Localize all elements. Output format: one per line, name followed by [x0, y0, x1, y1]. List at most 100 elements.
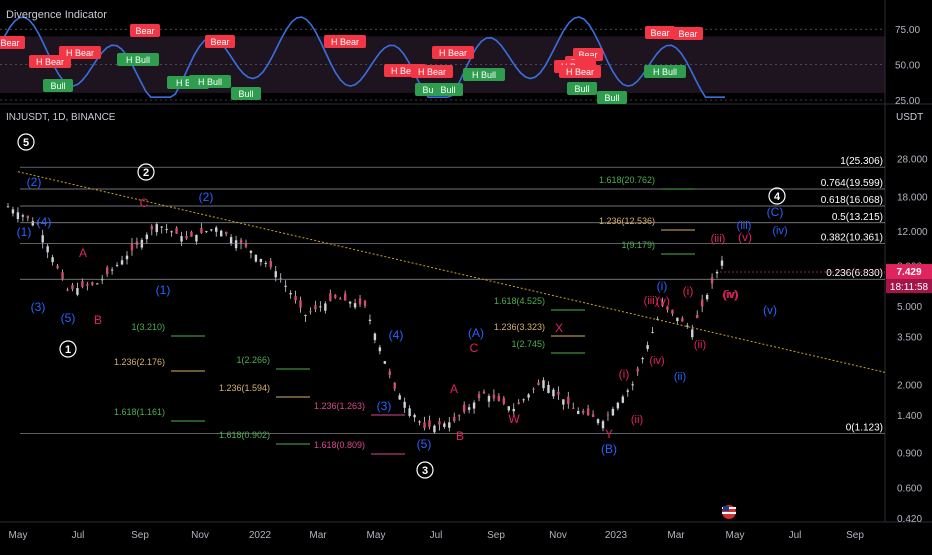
- bear-signal-badge: [673, 27, 703, 40]
- time-axis-tick: May: [9, 530, 28, 541]
- time-axis-tick: May: [726, 530, 745, 541]
- wave-label-blue: (1): [156, 283, 171, 297]
- signal-label: Bear: [578, 50, 597, 60]
- price-candle: [254, 254, 258, 262]
- price-candle: [329, 293, 332, 301]
- signal-label: H Bull: [198, 77, 222, 87]
- price-candle: [195, 234, 198, 242]
- price-candle: [562, 399, 565, 405]
- price-candle: [71, 285, 74, 290]
- fib-level-label: 0(1.123): [846, 423, 883, 434]
- price-candle: [621, 396, 625, 403]
- price-candle: [150, 225, 153, 230]
- price-candle: [438, 421, 441, 425]
- price-candle: [418, 421, 421, 423]
- indicator-axis-tick: 75.00: [895, 25, 920, 36]
- signal-label: H Bull: [653, 67, 677, 77]
- price-candle: [289, 293, 292, 295]
- bull-signal-badge: [231, 87, 261, 100]
- price-candle: [577, 410, 580, 414]
- price-candle: [249, 250, 253, 253]
- price-candle: [596, 419, 600, 424]
- price-candle: [175, 227, 178, 234]
- price-candle: [200, 228, 203, 233]
- bull-signal-badge: [597, 91, 627, 104]
- price-candle: [343, 293, 347, 301]
- wave-label-red: C: [140, 196, 149, 210]
- price-candle: [467, 407, 471, 410]
- price-candle: [165, 228, 168, 230]
- price-candle: [661, 301, 664, 306]
- price-candle: [46, 246, 49, 253]
- price-candle: [86, 284, 89, 286]
- signal-label: Bear: [135, 26, 154, 36]
- price-candle: [512, 408, 515, 412]
- price-candle: [274, 271, 277, 278]
- signal-label: Bull: [50, 81, 65, 91]
- wave-label-major: 2: [143, 167, 149, 179]
- wave-label-red: (v): [656, 294, 670, 308]
- signal-label: H Bear: [331, 37, 359, 47]
- price-candle: [408, 408, 411, 416]
- signal-label: Bull: [238, 89, 253, 99]
- signal-label: H Bear: [66, 48, 94, 58]
- bull-signal-badge: [644, 65, 686, 78]
- price-candle: [155, 224, 158, 233]
- price-axis-tick: 1.400: [897, 411, 922, 422]
- signal-label: H Bull: [472, 70, 496, 80]
- price-candle: [705, 294, 709, 300]
- price-candle: [130, 243, 134, 251]
- wave-label-blue: (3): [31, 300, 46, 314]
- countdown-badge: [886, 279, 932, 294]
- time-axis-tick: Jul: [430, 530, 443, 541]
- price-candle: [339, 298, 342, 300]
- price-candle: [636, 368, 639, 372]
- signal-label: Bull: [422, 85, 437, 95]
- fib-projection-label: 1.618(0.809): [314, 440, 365, 450]
- price-candle: [458, 415, 461, 417]
- indicator-axis-tick: 50.00: [895, 61, 920, 72]
- price-candle: [229, 237, 233, 244]
- bear-signal-badge: [432, 46, 474, 59]
- price-candle: [453, 416, 456, 422]
- price-candle: [11, 209, 15, 214]
- price-candle: [492, 394, 496, 399]
- indicator-axis-tick: 25.00: [895, 96, 920, 107]
- time-axis-tick: Jul: [789, 530, 802, 541]
- bear-signal-badge: [411, 65, 453, 78]
- price-candle: [497, 395, 501, 402]
- wave-label-blue: (iii): [737, 220, 752, 232]
- price-candle: [572, 407, 575, 409]
- price-candle: [319, 306, 322, 308]
- current-price-label: 7.429: [896, 267, 921, 278]
- wave-label-red: X: [555, 321, 563, 335]
- price-candle: [96, 283, 99, 285]
- fib-projection-label: 1.236(1.263): [314, 401, 365, 411]
- price-candle: [6, 206, 10, 208]
- price-candle: [616, 402, 620, 409]
- wave-label-blue: (5): [417, 437, 432, 451]
- wave-label-red: (iv): [723, 289, 738, 301]
- fib-projection-label: 1.618(1.161): [114, 407, 165, 417]
- price-candle: [581, 411, 585, 413]
- wave-label-red: (v): [738, 230, 752, 244]
- wave-label-blue: (5): [61, 311, 76, 325]
- wave-label-blue: (iv): [772, 225, 787, 237]
- current-price-badge: [886, 264, 932, 280]
- wave-circle: [137, 163, 155, 181]
- price-candle: [567, 396, 570, 405]
- price-candle: [472, 402, 476, 409]
- signal-label: H Bear: [418, 67, 446, 77]
- price-axis-tick: 18.000: [897, 192, 928, 203]
- wave-circle: [416, 461, 434, 479]
- signal-label: H Bull: [126, 55, 150, 65]
- price-axis-tick: 0.420: [897, 514, 922, 525]
- time-axis-tick: Nov: [191, 530, 209, 541]
- signal-label: Bear: [678, 29, 697, 39]
- price-axis-tick: 0.600: [897, 483, 922, 494]
- wave-label-major: 3: [422, 465, 428, 477]
- wave-label-red: B: [94, 313, 102, 327]
- wave-label-blue: (2): [199, 190, 214, 204]
